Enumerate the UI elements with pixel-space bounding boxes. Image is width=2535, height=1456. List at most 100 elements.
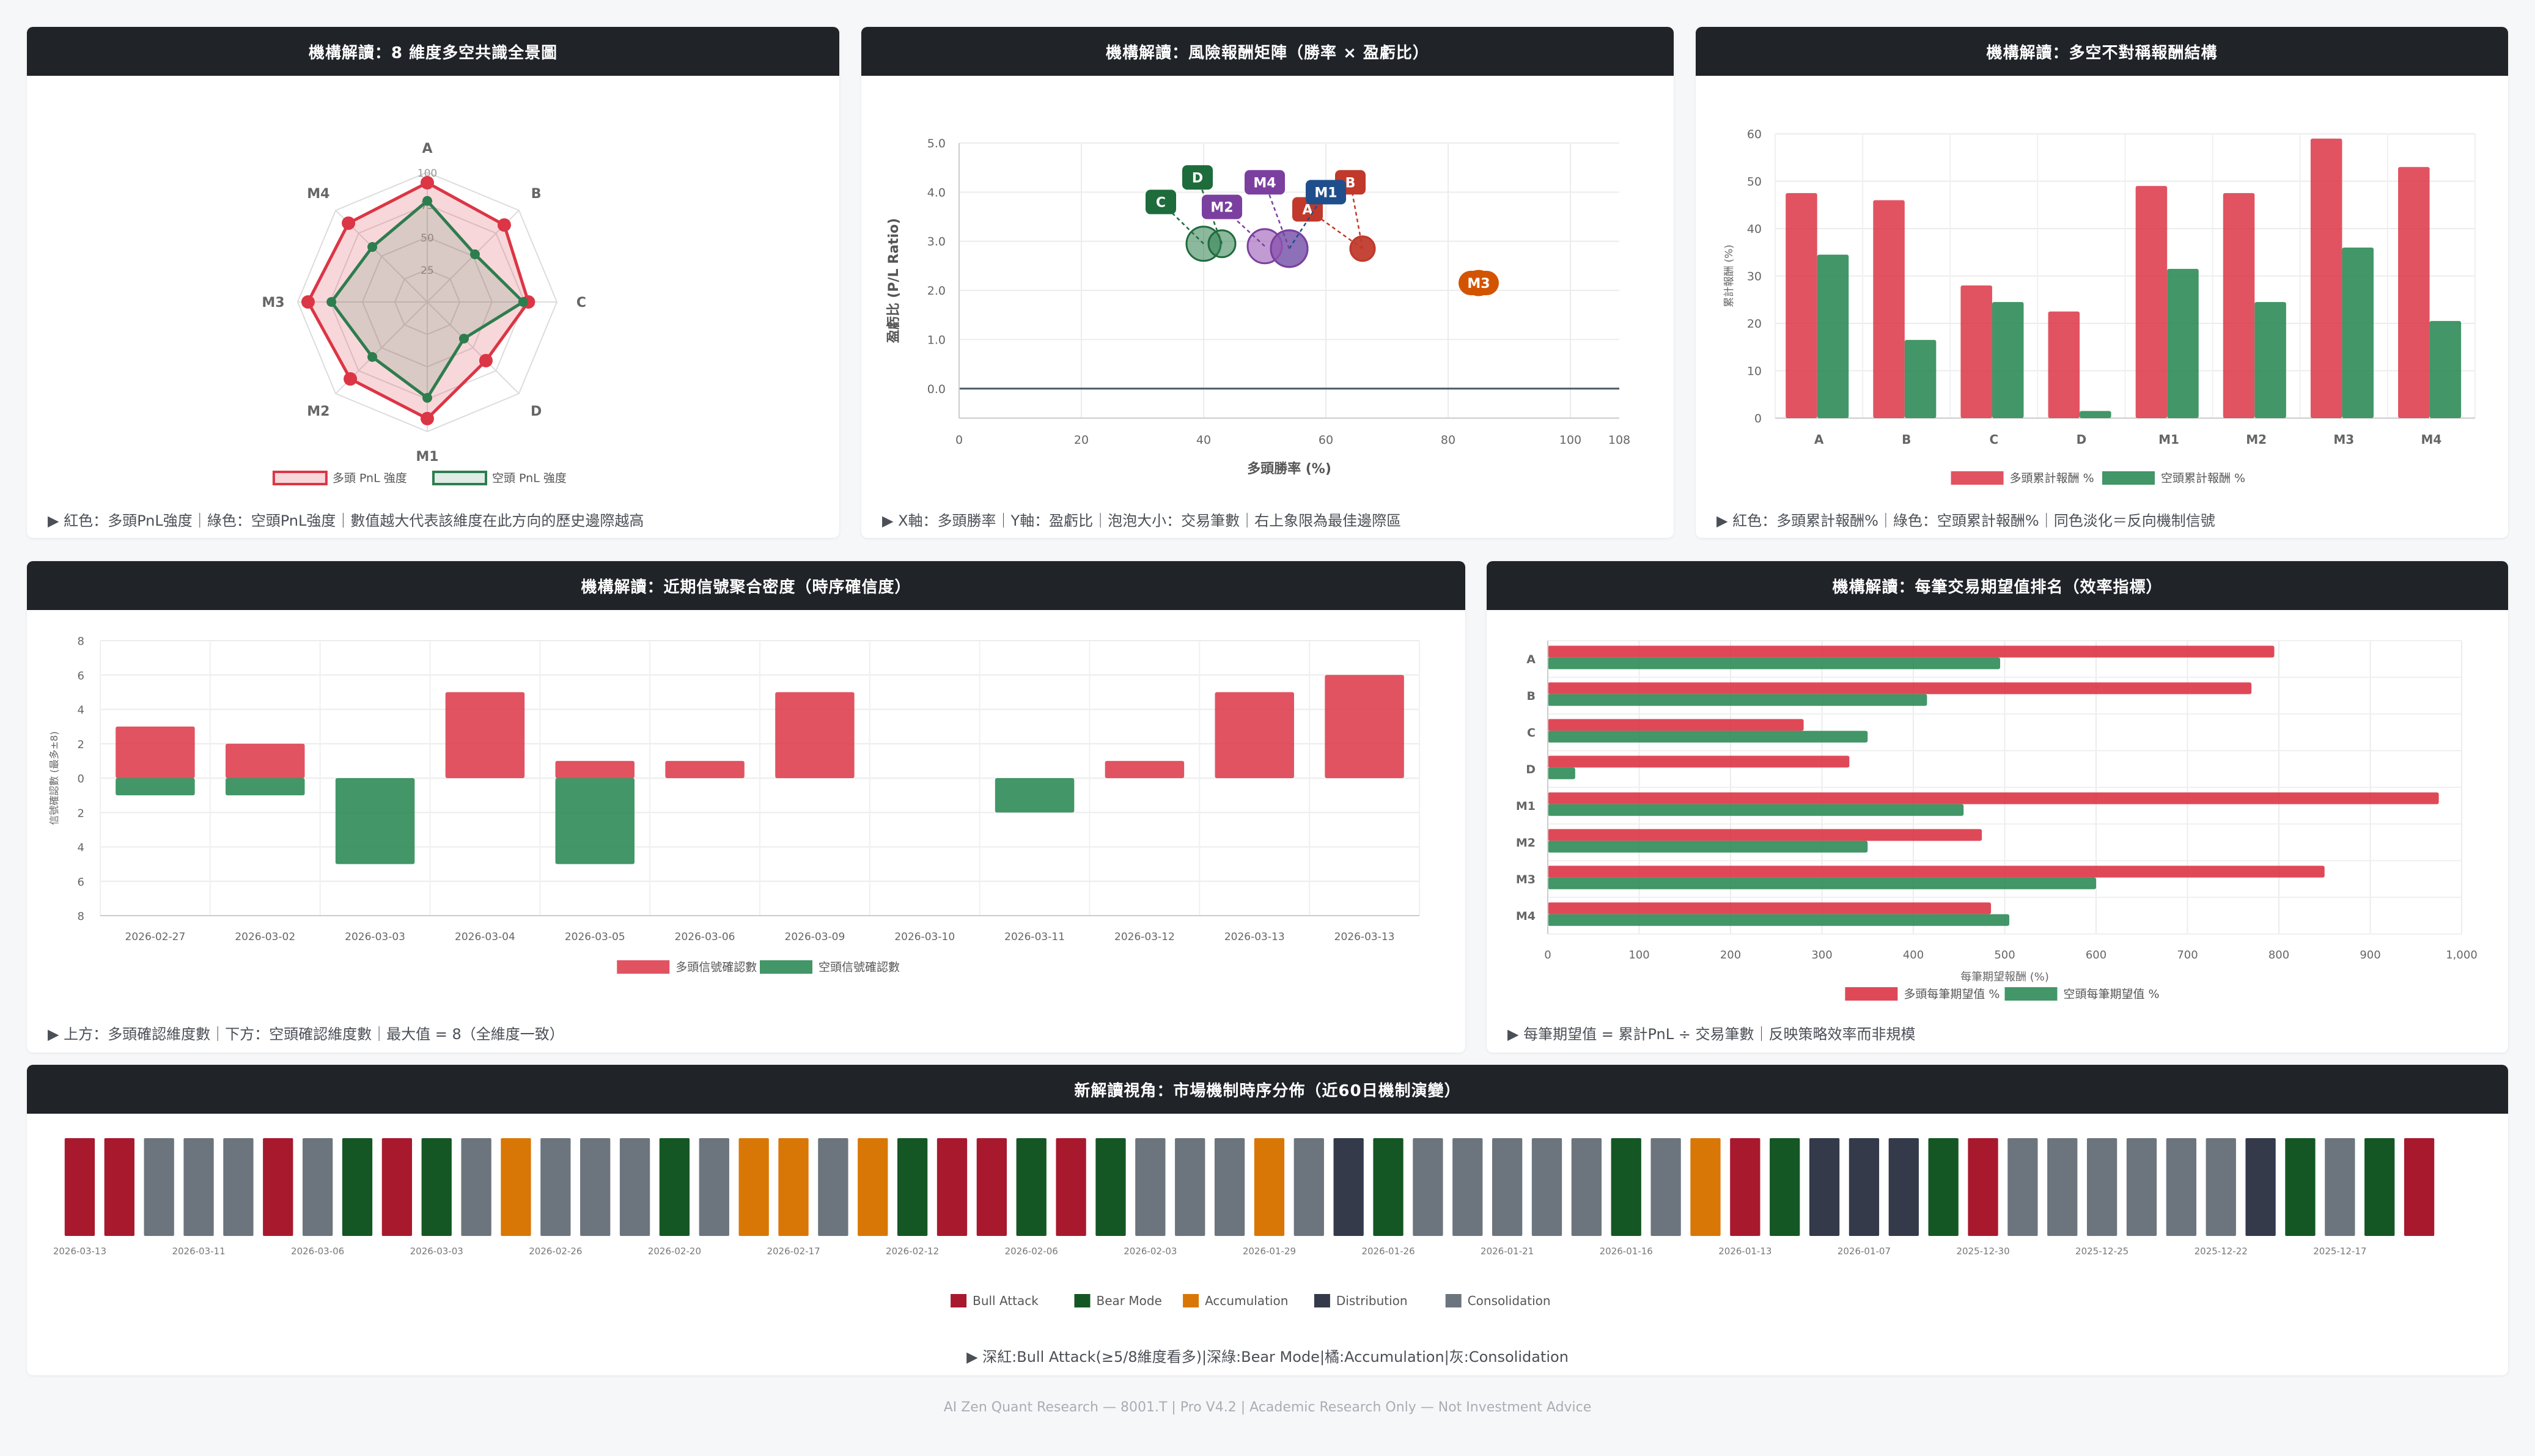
radar-axis-label: B xyxy=(531,186,542,202)
density-bar-bull-3 xyxy=(445,692,525,778)
expect-bar-bear-M2 xyxy=(1548,840,1868,853)
expect-bar-bull-M3 xyxy=(1548,866,2325,878)
asym-xtick: B xyxy=(1902,432,1911,447)
regime-xtick: 2026-01-16 xyxy=(1600,1246,1653,1257)
regime-chart: 2026-03-13 2026-03-11 2026-03-06 2026-03-03… xyxy=(53,1138,2435,1308)
regime-bar-46 xyxy=(1888,1138,1919,1236)
density-bar-bear-8 xyxy=(995,778,1075,813)
radar-axis-label: A xyxy=(422,141,432,156)
regime-bar-55 xyxy=(2245,1138,2276,1236)
density-xtick: 2026-03-11 xyxy=(1004,931,1065,943)
regime-bar-0 xyxy=(64,1138,95,1236)
regime-bar-58 xyxy=(2364,1138,2395,1236)
regime-bar-4 xyxy=(223,1138,254,1236)
radar-point xyxy=(367,242,378,252)
density-ytick: 6 xyxy=(78,876,84,889)
radar-point xyxy=(326,297,337,307)
regime-bar-21 xyxy=(897,1138,928,1236)
legend-label-0: 多頭 PnL 強度 xyxy=(333,472,407,485)
bubble-note: ▶ X軸：多頭勝率｜Y軸：盈虧比｜泡泡大小：交易筆數｜右上象限為最佳邊際區 xyxy=(882,512,1402,529)
expect-panel: 機構解讀：每筆交易期望值排名（效率指標） 0 100 200 300 400 500 600… xyxy=(1487,561,2508,1053)
asym-ylabel: 累計報酬 (%) xyxy=(1723,245,1735,307)
density-bar-bull-11 xyxy=(1325,675,1404,778)
radar-spoke xyxy=(427,301,520,394)
expect-ytick: C xyxy=(1527,726,1536,740)
density-xtick: 2026-03-09 xyxy=(785,931,845,943)
density-ytick: 0 xyxy=(78,773,84,785)
regime-bar-10 xyxy=(461,1138,491,1236)
expect-xtick: 700 xyxy=(2177,949,2198,961)
expect-bar-bull-M2 xyxy=(1548,829,1982,841)
regime-legend-label-1: Bear Mode xyxy=(1097,1293,1162,1308)
expect-xtick: 500 xyxy=(1994,949,2015,961)
regime-xtick: 2026-02-12 xyxy=(886,1246,939,1257)
asym-bar-bull-M3 xyxy=(2310,138,2342,418)
expect-ytick: B xyxy=(1527,689,1536,703)
bubble-panel-title: 機構解讀：風險報酬矩陣（勝率 × 盈虧比） xyxy=(861,27,1674,76)
regime-bar-14 xyxy=(619,1138,650,1236)
regime-panel-title: 新解讀視角：市場機制時序分佈（近60日機制演變） xyxy=(27,1065,2508,1114)
regime-bar-44 xyxy=(1809,1138,1840,1236)
legend-swatch-1 xyxy=(432,471,487,485)
density-bar-bear-0 xyxy=(116,778,195,796)
bubble-ytick: 0.0 xyxy=(927,383,946,396)
expect-bar-bear-B xyxy=(1548,694,1927,706)
density-ylabel: 信號確認數 (最多±8) xyxy=(48,731,60,825)
regime-xtick: 2026-02-03 xyxy=(1124,1246,1177,1257)
radar-axis-label: M4 xyxy=(307,186,329,202)
density-ytick: 2 xyxy=(78,807,84,820)
asym-ytick: 10 xyxy=(1747,365,1762,378)
regime-xtick: 2026-03-13 xyxy=(53,1246,106,1257)
density-xtick: 2026-03-13 xyxy=(1224,931,1285,943)
asym-xtick: A xyxy=(1814,432,1824,447)
asym-ytick: 30 xyxy=(1747,270,1762,284)
legend-label-1: 空頭信號確認數 xyxy=(819,961,900,974)
density-bar-bull-10 xyxy=(1215,692,1294,778)
asym-bar-bear-M1 xyxy=(2167,268,2199,418)
regime-bar-33 xyxy=(1373,1138,1404,1236)
bubble-xtick: 40 xyxy=(1196,433,1211,447)
expect-xtick: 600 xyxy=(2086,949,2106,961)
asym-bar-bull-M4 xyxy=(2398,167,2430,418)
regime-xtick: 2026-01-13 xyxy=(1718,1246,1772,1257)
regime-bar-53 xyxy=(2166,1138,2197,1236)
asym-bar-bull-C xyxy=(1960,285,1992,418)
regime-legend-swatch-1 xyxy=(1074,1294,1091,1307)
radar-panel: 機構解讀：8 維度多空共識全景圖 ABCDM1M2M3M4255075100多頭… xyxy=(27,27,839,538)
bubble-tag-M2 xyxy=(1202,194,1242,219)
radar-point xyxy=(344,372,358,386)
regime-bar-6 xyxy=(302,1138,333,1236)
density-xtick: 2026-03-12 xyxy=(1114,931,1175,943)
expect-ytick: D xyxy=(1526,763,1536,776)
density-ytick: 2 xyxy=(78,738,84,751)
regime-bar-41 xyxy=(1690,1138,1721,1236)
bubble-leader-M4 xyxy=(1264,182,1290,249)
radar-axis-label: M1 xyxy=(416,449,438,465)
regime-bar-17 xyxy=(738,1138,769,1236)
asym-chart: 0 10 20 30 40 50 60 累計報酬 (%) A B C D M1 M2 M3 M4 多頭累計報酬 … xyxy=(1723,128,2476,485)
regime-xtick: 2026-01-29 xyxy=(1243,1246,1296,1257)
density-ytick: 8 xyxy=(78,910,84,923)
expect-chart: 0 100 200 300 400 500 600 700 800 900 1,000 每筆期望報酬 … xyxy=(1516,640,2478,1001)
expect-bar-bull-C xyxy=(1548,719,1804,731)
regime-xtick: 2026-01-26 xyxy=(1361,1246,1415,1257)
regime-bar-15 xyxy=(659,1138,690,1236)
density-ytick: 4 xyxy=(78,842,84,855)
regime-bar-56 xyxy=(2285,1138,2316,1236)
expect-xtick: 1,000 xyxy=(2446,949,2478,961)
bubble-chart: 0.0 1.0 2.0 3.0 4.0 5.0 0 20 40 60 80 100 108 多頭勝率 (%… xyxy=(886,137,1630,477)
density-xtick: 2026-03-03 xyxy=(345,931,405,943)
expect-xtick: 100 xyxy=(1628,949,1649,961)
radar-point xyxy=(518,297,528,307)
bubble-tag-M3 xyxy=(1459,271,1499,296)
regime-bar-2 xyxy=(144,1138,174,1236)
bubble-ylabel: 盈虧比 (P/L Ratio) xyxy=(886,218,902,344)
regime-xtick: 2025-12-17 xyxy=(2313,1246,2366,1257)
radar-panel-title: 機構解讀：8 維度多空共識全景圖 xyxy=(27,27,839,76)
regime-bar-1 xyxy=(104,1138,134,1236)
asym-xtick: M1 xyxy=(2158,432,2179,447)
radar-tick-label: 50 xyxy=(421,232,434,245)
regime-legend-label-2: Accumulation xyxy=(1205,1293,1288,1308)
asym-bar-bull-M2 xyxy=(2223,193,2255,418)
